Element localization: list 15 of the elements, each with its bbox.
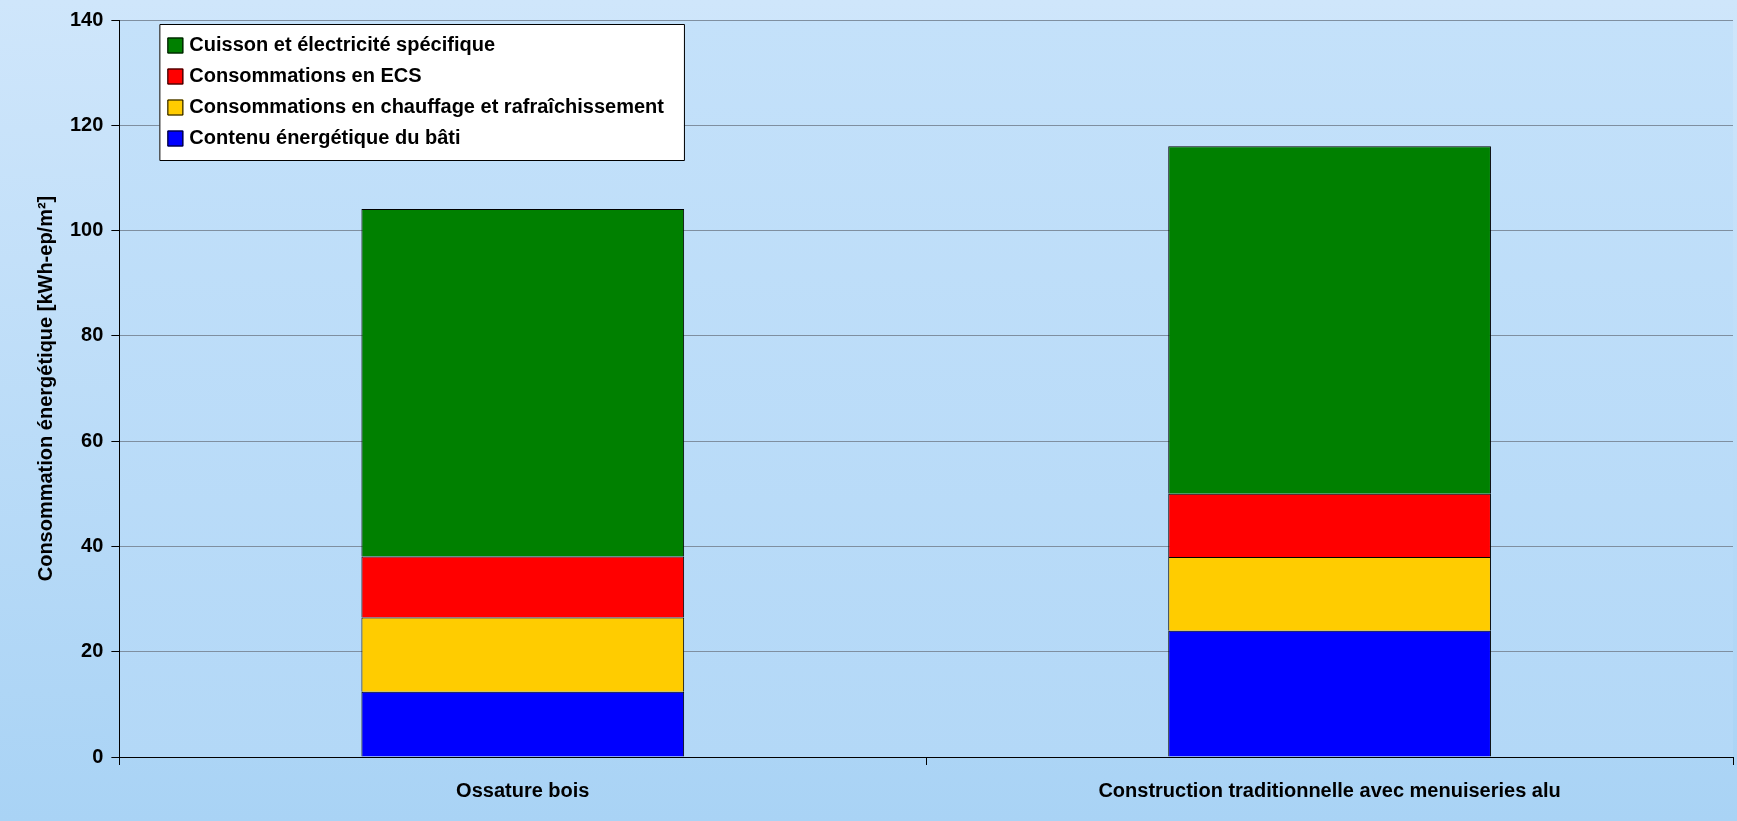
legend-label: Consommations en ECS [189,64,422,87]
y-tick-label: 100 [69,218,104,241]
legend-label: Cuisson et électricité spécifique [189,33,496,56]
y-tick-label: 40 [81,533,104,556]
legend-label: Consommations en chauffage et rafraîchissement [189,95,665,118]
y-axis-title: Consommation énergétique [kWh-ep/m²] [33,195,56,582]
x-tick-label: Construction traditionnelle avec menuiseries alu [1098,778,1561,801]
y-tick-label: 60 [81,428,104,451]
y-tick-label: 80 [81,323,104,346]
legend-label: Contenu énergétique du bâti [189,126,461,149]
y-tick-label: 140 [69,7,104,30]
y-tick-label: 0 [92,744,104,767]
y-tick-label: 20 [81,639,104,662]
y-tick-label: 120 [69,112,104,135]
x-tick-label: Ossature bois [456,778,590,801]
